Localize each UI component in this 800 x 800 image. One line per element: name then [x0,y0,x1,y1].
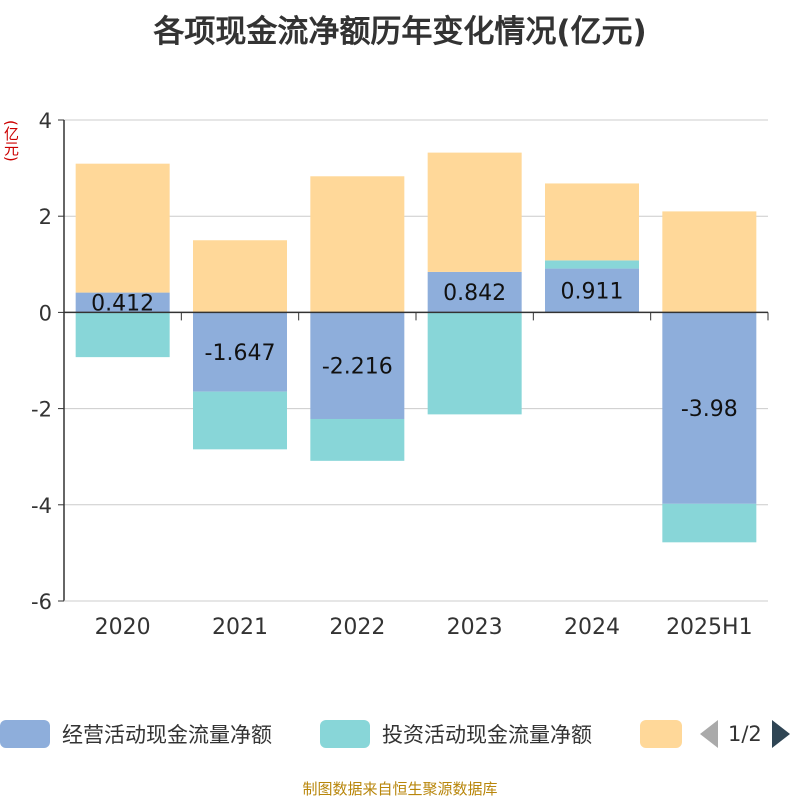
legend-label-operating: 经营活动现金流量净额 [62,723,272,747]
bar-2025H1-series-0 [662,312,757,504]
bar-2025H1-series-1 [662,503,757,543]
bar-2022-series-1 [310,418,405,461]
legend: 经营活动现金流量净额 投资活动现金流量净额 1/2 [0,718,800,750]
x-tick-label: 2022 [329,615,385,640]
legend-swatch-operating [0,720,50,748]
legend-next-arrow-icon[interactable] [771,720,790,748]
data-label-2024: 0.911 [561,279,624,304]
legend-label-investing: 投资活动现金流量净额 [382,723,592,747]
legend-item-operating[interactable]: 经营活动现金流量净额 [0,718,272,750]
bar-2025H1-series-2 [662,211,757,313]
x-tick-label: 2021 [212,615,268,640]
y-tick-label: -4 [31,494,52,518]
bar-2023-series-0 [427,271,522,313]
x-tick-label: 2025H1 [666,615,753,640]
legend-item-third[interactable] [640,718,694,750]
legend-page-indicator: 1/2 [728,722,762,746]
y-tick-label: -6 [31,590,52,614]
legend-item-investing[interactable]: 投资活动现金流量净额 [320,718,592,750]
bar-2020-series-2 [75,163,170,293]
bar-2020-series-0 [75,292,170,313]
data-label-2025H1: -3.98 [681,397,738,422]
y-tick-label: -2 [31,398,52,422]
x-tick-label: 2020 [95,615,151,640]
bar-2023-series-1 [427,312,522,415]
bar-2023-series-2 [427,152,522,272]
legend-swatch-third [640,720,682,748]
bar-2022-series-2 [310,176,405,313]
bar-2020-series-1 [75,312,170,358]
bar-2024-series-2 [545,183,639,261]
x-tick-label: 2024 [564,615,620,640]
source-note: 制图数据来自恒生聚源数据库 [302,780,498,798]
bar-2021-series-1 [193,391,287,450]
bar-2024-series-1 [545,260,639,269]
y-tick-label: 4 [39,109,52,133]
bar-2021-series-2 [193,240,287,313]
y-tick-label: 0 [39,301,52,325]
bar-2022-series-0 [310,312,405,419]
x-tick-label: 2023 [447,615,503,640]
legend-swatch-investing [320,720,370,748]
legend-prev-arrow-icon[interactable] [700,720,718,748]
bar-2021-series-0 [193,312,287,392]
chart-title: 各项现金流净额历年变化情况(亿元) [153,14,647,50]
bar-2024-series-0 [545,268,639,313]
y-tick-label: 2 [39,205,52,229]
legend-pager: 1/2 [700,718,790,750]
y-axis-unit-label: (亿元) [2,120,20,162]
data-label-2022: -2.216 [322,355,393,380]
data-label-2021: -1.647 [205,341,276,366]
data-label-2023: 0.842 [443,281,506,306]
